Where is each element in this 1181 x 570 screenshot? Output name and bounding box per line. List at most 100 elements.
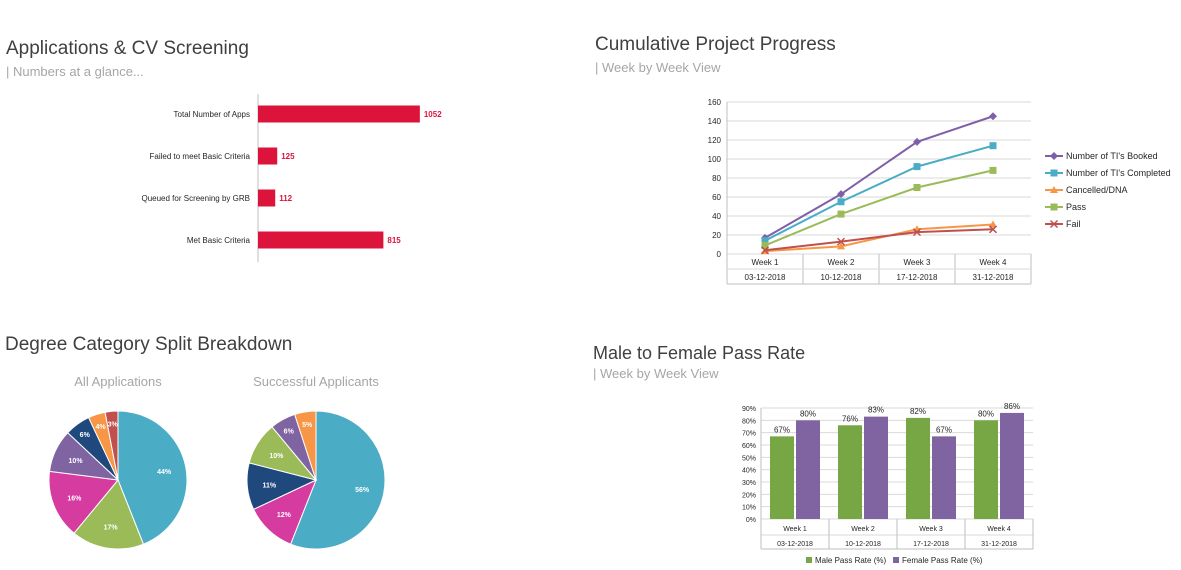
x-date-label: 03-12-2018 [777,541,813,548]
pie-successful-slice-label: 6% [284,428,295,435]
y-tick-label: 0 [717,250,722,259]
y-tick-label: 40% [742,468,756,475]
pie-all-slice-label: 17% [104,524,119,531]
pass-bar [932,436,956,519]
degree-panel-title: Degree Category Split Breakdown [5,334,293,355]
x-date-label: 17-12-2018 [897,273,938,282]
pie-all-slice-label: 3% [108,422,119,429]
series-line [764,228,994,252]
series-point [1049,219,1059,229]
legend-swatch [806,557,812,563]
y-tick-label: 80% [742,418,756,425]
pie-all-title: All Applications [74,374,162,389]
pie-successful-slice-label: 5% [302,422,313,429]
y-tick-label: 50% [742,455,756,462]
series-point [988,225,998,234]
series-point [837,242,845,250]
pass-bar [864,416,888,519]
y-tick-label: 20% [742,492,756,499]
pass-bar [906,417,930,519]
apps-panel-subtitle: | Numbers at a glance... [6,64,144,79]
series-point [760,246,770,255]
x-date-label: 10-12-2018 [845,541,881,548]
progress-panel-subtitle: | Week by Week View [595,60,721,75]
pass-bar-label: 86% [1004,402,1020,411]
pie-all-slice-label: 44% [157,469,172,476]
x-tick-label: Week 1 [752,258,780,267]
bar-value-label: 125 [281,152,295,161]
pie-successful-slice [289,410,386,550]
pass-panel-title: Male to Female Pass Rate [593,343,806,363]
pass-bar [1000,412,1024,519]
bar-category-label: Failed to meet Basic Criteria [150,152,251,161]
pass-bar-label: 76% [842,414,858,423]
pass-bar [838,425,862,519]
pie-successful-slice-label: 56% [355,487,370,494]
y-tick-label: 80 [712,174,721,183]
series-point [989,142,997,150]
pass-bar-label: 80% [800,409,816,418]
series-point [837,190,845,199]
bar [258,189,276,207]
pie-all-slice [73,479,145,550]
y-tick-label: 40 [712,212,721,221]
bar-category-label: Queued for Screening by GRB [141,194,250,203]
legend-label: Cancelled/DNA [1066,185,1128,195]
series-point [913,184,921,191]
pie-successful-slice-label: 12% [277,512,292,519]
pie-all-slice [104,410,119,481]
legend-label: Pass [1066,202,1087,212]
x-date-label: 03-12-2018 [745,273,786,282]
pie-all-slice [48,470,119,534]
series-point [761,237,769,245]
bar-category-label: Total Number of Apps [174,110,250,119]
series-point [989,112,997,121]
pie-successful-slice [294,410,317,481]
series-point [1050,186,1058,193]
series-point [837,210,845,218]
bar [258,105,420,123]
series-point [913,137,921,146]
pass-bar-label: 82% [910,407,926,416]
pass-bar-label: 67% [774,425,790,434]
pass-bar-label: 83% [868,406,884,415]
series-point [1050,169,1058,177]
bar-category-label: Met Basic Criteria [187,236,251,245]
series-point [836,237,846,246]
series-point [761,241,769,249]
x-tick-label: Week 3 [904,258,932,267]
pass-bar-label: 80% [978,409,994,418]
x-tick-label: Week 4 [987,526,1011,533]
pie-successful-slice-label: 10% [269,453,284,460]
y-tick-label: 100 [708,155,722,164]
series-point [1050,152,1058,160]
pie-all-slice [117,410,188,545]
x-tick-label: Week 2 [851,526,875,533]
bar [258,147,278,165]
y-tick-label: 20 [712,231,721,240]
pie-all-slice-label: 6% [80,432,91,439]
x-tick-label: Week 3 [919,526,943,533]
pass-bar [796,420,820,519]
y-tick-label: 90% [742,406,756,413]
apps-panel-title: Applications & CV Screening [6,38,249,59]
series-point [837,198,845,206]
pie-all-slice-label: 4% [95,424,106,431]
bar-value-label: 1052 [424,110,442,119]
pass-bar [770,436,794,519]
x-date-label: 31-12-2018 [981,541,1017,548]
bar [258,231,384,249]
pie-all-slice-label: 10% [69,458,84,465]
pass-bar-label: 67% [936,425,952,434]
pie-successful-title: Successful Applicants [253,374,379,389]
x-tick-label: Week 2 [828,258,856,267]
y-tick-label: 10% [742,505,756,512]
legend-label: Female Pass Rate (%) [902,556,983,565]
series-point [913,163,921,171]
series-point [989,166,997,174]
legend-swatch [893,557,899,563]
x-date-label: 10-12-2018 [821,273,862,282]
